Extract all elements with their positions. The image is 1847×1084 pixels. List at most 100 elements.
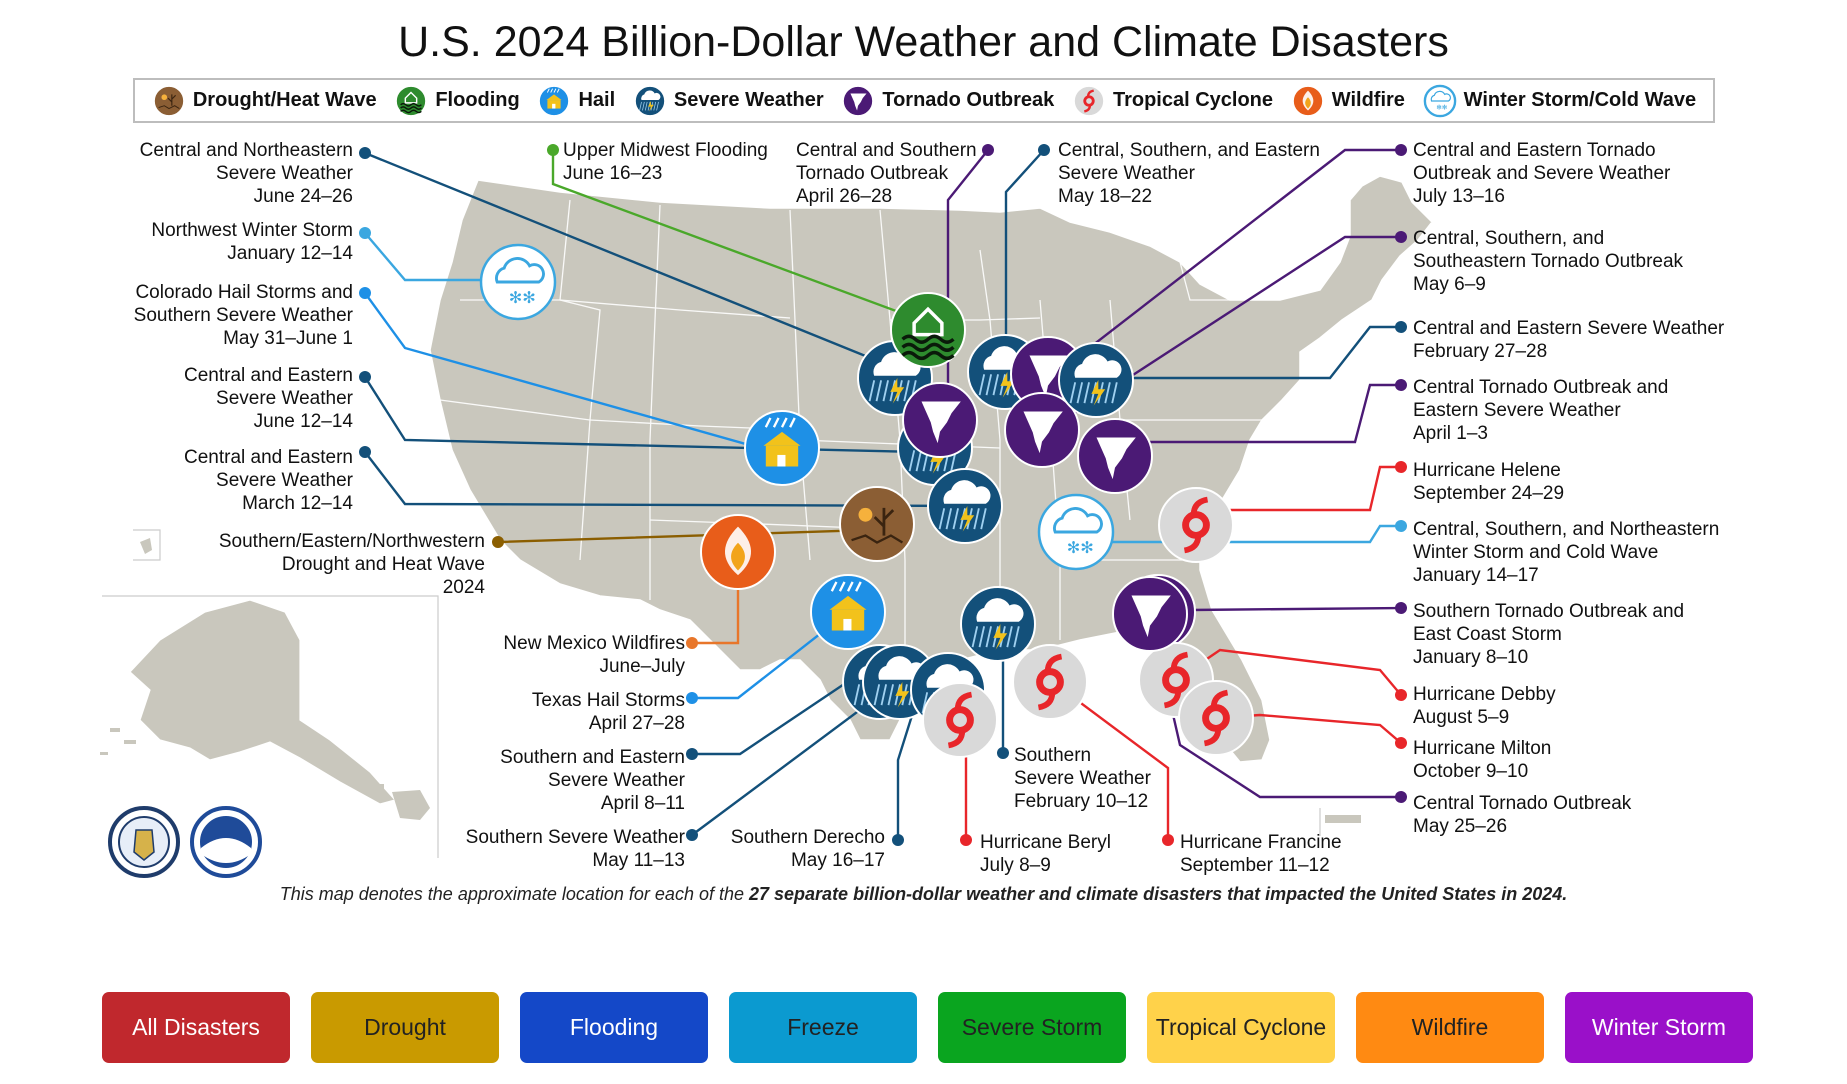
flooding-icon — [395, 84, 428, 117]
filter-button-tropical-cyclone[interactable]: Tropical Cyclone — [1147, 992, 1335, 1063]
event-name: Central, Southern, and Northeastern — [1413, 519, 1720, 540]
alaska — [129, 599, 397, 805]
winter-marker[interactable]: ✻✻ — [479, 243, 557, 321]
event-label: Central Tornado Outbreak May 25–26 — [1413, 792, 1631, 838]
leader-dot — [686, 637, 698, 649]
event-date: October 9–10 — [1413, 761, 1529, 782]
cyclone-marker[interactable] — [1158, 487, 1234, 563]
severe-marker[interactable] — [960, 586, 1036, 662]
hawaii — [340, 772, 430, 820]
drought-marker[interactable] — [839, 486, 915, 562]
filter-button-flooding[interactable]: Flooding — [520, 992, 708, 1063]
cyclone-marker[interactable] — [1178, 680, 1254, 756]
leader-dot — [1395, 144, 1407, 156]
event-date: September 24–29 — [1413, 483, 1565, 504]
winter-marker[interactable]: ✻✻ — [1037, 493, 1115, 571]
event-name: Southern/Eastern/Northwestern — [218, 531, 485, 552]
event-name: Central, Southern, and — [1413, 228, 1605, 249]
severe-marker[interactable] — [1058, 342, 1134, 418]
event-name: Southern Tornado Outbreak and — [1413, 601, 1685, 622]
event-label: Hurricane Helene September 24–29 — [1413, 459, 1564, 505]
event-date: September 11–12 — [1180, 855, 1330, 876]
event-name: East Coast Storm — [1413, 624, 1562, 645]
tornado-marker[interactable] — [1112, 576, 1188, 652]
event-label: Central, Southern, and Eastern Severe Wea… — [1058, 139, 1320, 208]
svg-text:✻✻: ✻✻ — [1436, 103, 1447, 111]
event-date: June 24–26 — [253, 186, 353, 207]
legend-label: Flooding — [435, 89, 520, 111]
event-name: Hurricane Milton — [1413, 738, 1552, 759]
cyclone-marker[interactable] — [1012, 644, 1088, 720]
filter-button-drought[interactable]: Drought — [311, 992, 499, 1063]
event-label: Upper Midwest Flooding June 16–23 — [563, 139, 768, 185]
legend-item-wildfire: Wildfire — [1291, 84, 1405, 118]
event-name: Central and Eastern — [184, 365, 353, 386]
legend-item-tornado: Tornado Outbreak — [841, 84, 1054, 118]
filter-button-all-disasters[interactable]: All Disasters — [102, 992, 290, 1063]
legend-label: Hail — [578, 89, 616, 111]
hail-marker[interactable] — [744, 410, 820, 486]
event-date: July 13–16 — [1413, 186, 1505, 207]
event-name: Severe Weather — [216, 388, 353, 409]
wildfire-icon — [1291, 84, 1324, 117]
leader-dot — [1395, 791, 1407, 803]
event-date: January 12–14 — [227, 243, 353, 264]
leader-dot — [686, 829, 698, 841]
event-date: March 12–14 — [242, 493, 353, 514]
event-date: May 25–26 — [1413, 816, 1508, 837]
tornado-marker[interactable] — [902, 382, 978, 458]
event-name: Southern Derecho — [730, 827, 885, 848]
event-name: New Mexico Wildfires — [503, 633, 685, 654]
legend-item-hail: Hail — [537, 84, 615, 118]
severe-marker[interactable] — [927, 468, 1003, 544]
leader-dot — [686, 692, 698, 704]
legend-item-winter: ✻✻ Winter Storm/Cold Wave — [1423, 84, 1696, 118]
event-date: June–July — [599, 656, 685, 677]
alaska-islands — [100, 728, 136, 755]
event-name: Severe Weather — [216, 163, 353, 184]
event-label: Hurricane Milton October 9–10 — [1413, 737, 1551, 783]
event-name: Colorado Hail Storms and — [135, 282, 353, 303]
event-name: Southern Severe Weather — [465, 827, 685, 848]
event-name: Texas Hail Storms — [531, 690, 685, 711]
event-label: Central Tornado Outbreak and Eastern Seve… — [1413, 376, 1668, 445]
legend-item-flooding: Flooding — [394, 84, 520, 118]
event-name: Drought and Heat Wave — [281, 554, 485, 575]
event-label: Southern Tornado Outbreak and East Coast … — [1413, 600, 1684, 669]
leader-line — [692, 611, 849, 700]
filter-button-severe-storm[interactable]: Severe Storm — [938, 992, 1126, 1063]
guam-island — [140, 538, 152, 554]
filter-button-wildfire[interactable]: Wildfire — [1356, 992, 1544, 1063]
event-date: February 10–12 — [1014, 791, 1149, 812]
event-name: Severe Weather — [1058, 163, 1195, 184]
tornado-marker[interactable] — [1077, 418, 1153, 494]
event-label: Central, Southern, and Northeastern Winte… — [1413, 518, 1719, 587]
event-name: Hurricane Helene — [1413, 460, 1561, 481]
event-name: Southeastern Tornado Outbreak — [1413, 251, 1684, 272]
legend-label: Tropical Cyclone — [1112, 89, 1274, 111]
event-date: June 12–14 — [253, 411, 353, 432]
event-label: Northwest Winter Storm January 12–14 — [151, 219, 353, 265]
legend-label: Wildfire — [1331, 89, 1405, 111]
event-name: Severe Weather — [548, 770, 685, 791]
flooding-marker[interactable] — [890, 292, 966, 368]
event-name: Hurricane Debby — [1413, 684, 1556, 705]
hail-marker[interactable] — [810, 574, 886, 650]
filter-button-freeze[interactable]: Freeze — [729, 992, 917, 1063]
tornado-icon — [842, 84, 875, 117]
leader-dot — [982, 144, 994, 156]
leader-dot — [997, 747, 1009, 759]
leader-dot — [359, 147, 371, 159]
leader-dot — [1395, 379, 1407, 391]
footnote: This map denotes the approximate locatio… — [0, 884, 1847, 905]
wildfire-marker[interactable] — [700, 514, 776, 590]
tornado-marker[interactable] — [1004, 392, 1080, 468]
event-date: January 14–17 — [1413, 565, 1539, 586]
event-name: Eastern Severe Weather — [1413, 400, 1621, 421]
leader-dot — [359, 287, 371, 299]
tropical-cyclone-icon — [1072, 84, 1106, 117]
filter-button-winter-storm[interactable]: Winter Storm — [1565, 992, 1753, 1063]
cyclone-marker[interactable] — [922, 682, 998, 758]
event-markers: ✻✻ ✻✻ — [479, 243, 1254, 758]
event-name: Central and Eastern — [184, 447, 353, 468]
